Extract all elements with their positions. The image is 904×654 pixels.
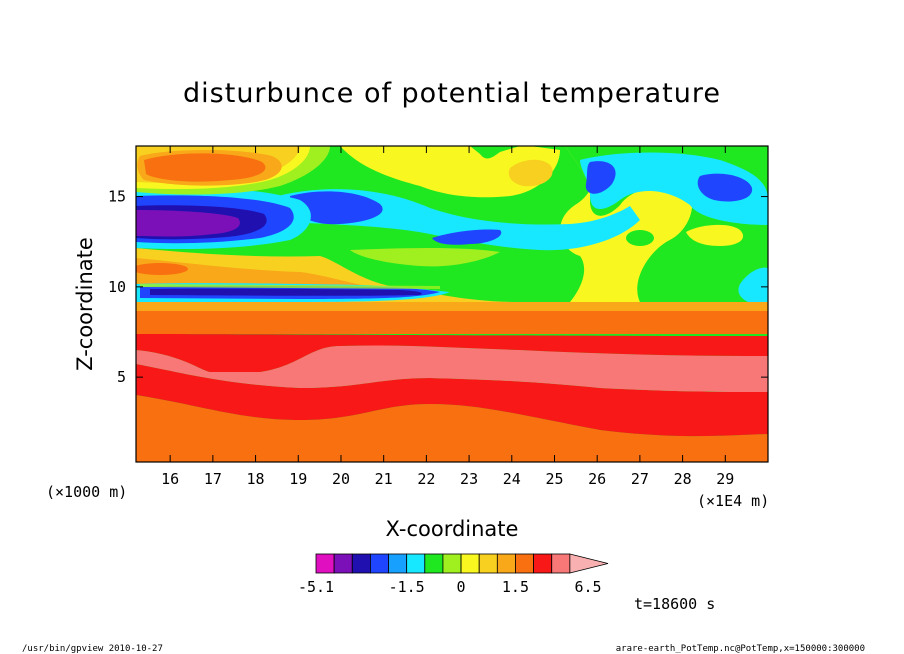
y-tick-label: 5 xyxy=(117,368,126,386)
x-tick-label: 26 xyxy=(588,470,606,488)
x-tick-label: 28 xyxy=(674,470,692,488)
band-pink xyxy=(136,345,768,392)
y-axis: 5 10 15 xyxy=(108,188,768,386)
colorbar: -5.1 -1.5 0 1.5 6.5 xyxy=(298,553,609,596)
band-red xyxy=(136,364,768,437)
x-tick-label: 22 xyxy=(417,470,435,488)
x-tick-label: 21 xyxy=(375,470,393,488)
x-axis-title: X-coordinate xyxy=(386,517,519,541)
x-axis: 16 17 18 19 20 21 22 23 24 25 26 27 28 29 xyxy=(161,146,734,488)
x-tick-label: 25 xyxy=(545,470,563,488)
band-red-upper xyxy=(136,334,768,372)
colorbar-segment xyxy=(496,553,516,574)
colorbar-label: -1.5 xyxy=(389,578,425,596)
blob-blue-mid xyxy=(290,191,383,225)
colorbar-segment xyxy=(442,553,462,574)
colorbar-segment xyxy=(333,553,353,574)
time-label: t=18600 s xyxy=(634,595,715,613)
colorbar-segment xyxy=(406,553,426,574)
colorbar-segment xyxy=(351,553,371,574)
y-tick-label: 10 xyxy=(108,278,126,296)
band-light-orange xyxy=(136,302,768,311)
blob-cyan-east-low xyxy=(738,267,768,302)
blob-blue-east2 xyxy=(697,173,753,202)
contour-field xyxy=(136,146,768,462)
x-tick-label: 29 xyxy=(716,470,734,488)
x-tick-label: 24 xyxy=(503,470,521,488)
blob-orange-left xyxy=(136,263,188,275)
y-unit-label: (×1000 m) xyxy=(46,483,127,501)
colorbar-segment xyxy=(315,553,335,574)
x-unit-label: (×1E4 m) xyxy=(697,492,769,510)
plot-frame xyxy=(135,145,769,463)
layer-navy-jet xyxy=(150,288,422,296)
blob-yellow-east xyxy=(686,224,744,246)
colorbar-segment xyxy=(551,553,571,574)
x-tick-label: 16 xyxy=(161,470,179,488)
colorbar-label: 6.5 xyxy=(574,578,601,596)
blob-green-east xyxy=(626,230,654,246)
x-tick-label: 17 xyxy=(204,470,222,488)
y-tick-label: 15 xyxy=(108,188,126,206)
region-yellow-top xyxy=(340,146,560,198)
colorbar-segment xyxy=(369,553,389,574)
blob-blue-center xyxy=(432,229,502,245)
colorbar-segment xyxy=(515,553,535,574)
layer-orange-mid xyxy=(136,258,380,288)
x-tick-label: 20 xyxy=(332,470,350,488)
region-orange-west xyxy=(144,153,266,182)
blob-blue-east1 xyxy=(585,161,616,194)
layer-lime-thin xyxy=(140,284,440,289)
region-cyan-east xyxy=(580,152,768,225)
band-orange-low xyxy=(136,395,768,462)
x-tick-label: 18 xyxy=(247,470,265,488)
colorbar-label: 0 xyxy=(457,578,466,596)
colorbar-label: 1.5 xyxy=(502,578,529,596)
band-orange-mid xyxy=(136,310,768,334)
footer-left: /usr/bin/gpview 2010-10-27 xyxy=(22,644,163,654)
colorbar-segment xyxy=(460,553,480,574)
region-purple-west xyxy=(136,210,240,237)
colorbar-segment xyxy=(388,553,408,574)
notch-green-top xyxy=(470,146,520,159)
y-axis-title: Z-coordinate xyxy=(73,237,97,371)
colorbar-label: -5.1 xyxy=(298,578,334,596)
colorbar-segment xyxy=(424,553,444,574)
blob-orange-top xyxy=(508,159,553,187)
chart-title: disturbunce of potential temperature xyxy=(183,78,721,109)
x-tick-label: 27 xyxy=(631,470,649,488)
region-lime-mid xyxy=(350,248,500,267)
colorbar-segment xyxy=(533,553,553,574)
x-tick-label: 19 xyxy=(289,470,307,488)
colorbar-segment xyxy=(478,553,498,574)
footer-right: arare-earth_PotTemp.nc@PotTemp,x=150000:… xyxy=(616,644,865,654)
colorbar-arrow xyxy=(569,553,609,574)
x-tick-label: 23 xyxy=(460,470,478,488)
